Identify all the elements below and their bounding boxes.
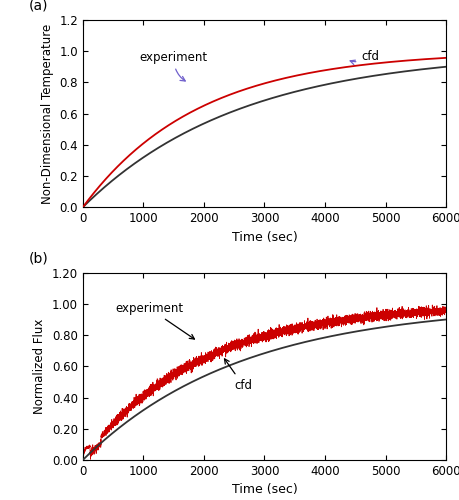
X-axis label: Time (sec): Time (sec) xyxy=(231,230,297,243)
Text: (a): (a) xyxy=(28,0,48,12)
Text: experiment: experiment xyxy=(115,302,194,339)
Y-axis label: Non-Dimensional Temperature: Non-Dimensional Temperature xyxy=(40,24,54,204)
Y-axis label: Normalized Flux: Normalized Flux xyxy=(33,318,46,414)
Text: cfd: cfd xyxy=(224,359,252,392)
Text: (b): (b) xyxy=(28,252,48,266)
X-axis label: Time (sec): Time (sec) xyxy=(231,484,297,496)
Text: experiment: experiment xyxy=(139,50,207,81)
Text: cfd: cfd xyxy=(349,50,379,64)
